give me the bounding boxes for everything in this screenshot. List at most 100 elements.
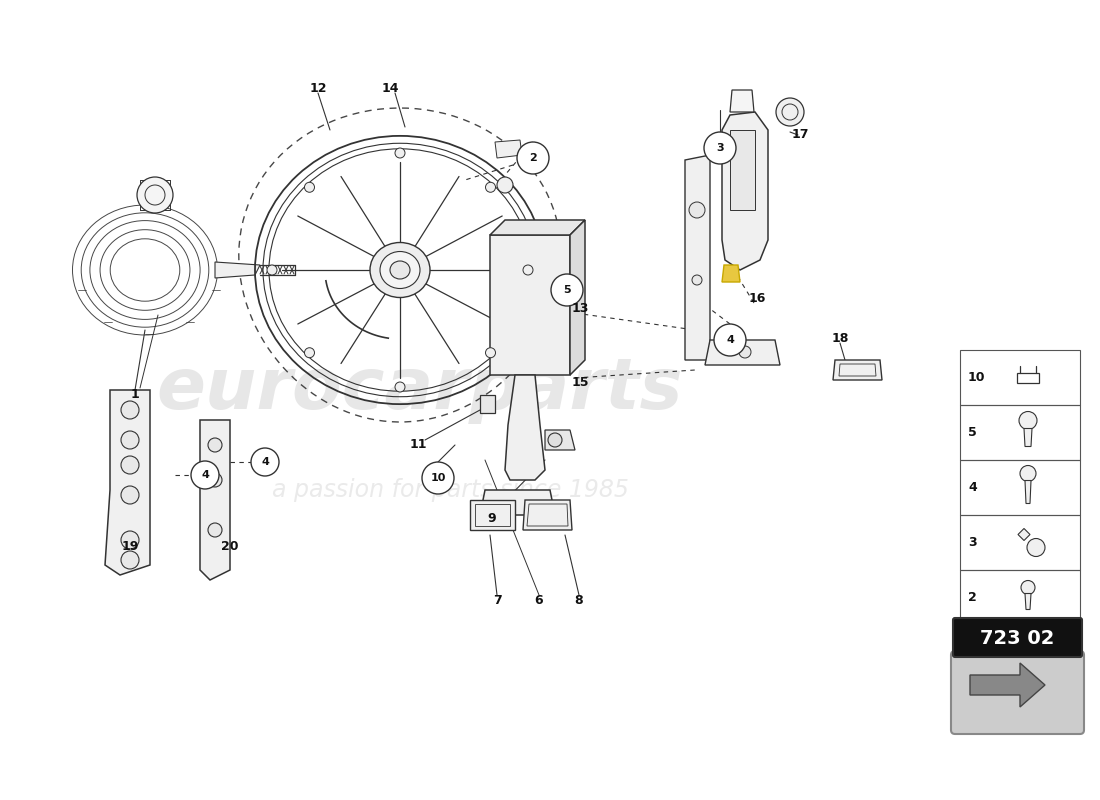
Ellipse shape xyxy=(370,242,430,298)
Circle shape xyxy=(1027,538,1045,557)
Polygon shape xyxy=(200,420,230,580)
Polygon shape xyxy=(490,235,570,375)
Polygon shape xyxy=(1025,594,1031,610)
Polygon shape xyxy=(730,90,754,112)
Polygon shape xyxy=(705,340,780,365)
Circle shape xyxy=(121,531,139,549)
Circle shape xyxy=(692,275,702,285)
Polygon shape xyxy=(722,112,768,270)
Polygon shape xyxy=(480,490,556,515)
Circle shape xyxy=(1021,581,1035,594)
Text: 20: 20 xyxy=(221,541,239,554)
Circle shape xyxy=(208,523,222,537)
Text: 7: 7 xyxy=(493,594,502,606)
Circle shape xyxy=(689,202,705,218)
Circle shape xyxy=(121,456,139,474)
Circle shape xyxy=(714,324,746,356)
Circle shape xyxy=(739,346,751,358)
Text: 1: 1 xyxy=(131,389,140,402)
Text: 8: 8 xyxy=(574,594,583,606)
Circle shape xyxy=(191,461,219,489)
Circle shape xyxy=(522,265,534,275)
Text: 2: 2 xyxy=(968,591,977,604)
Polygon shape xyxy=(570,220,585,375)
Bar xyxy=(960,515,1080,570)
Text: 12: 12 xyxy=(309,82,327,94)
Text: 11: 11 xyxy=(409,438,427,451)
Circle shape xyxy=(138,177,173,213)
Polygon shape xyxy=(1025,481,1031,503)
Text: 9: 9 xyxy=(487,513,496,526)
Polygon shape xyxy=(1024,429,1032,446)
Text: 17: 17 xyxy=(791,129,808,142)
Text: 3: 3 xyxy=(716,143,724,153)
Polygon shape xyxy=(495,140,522,158)
Circle shape xyxy=(208,473,222,487)
Circle shape xyxy=(422,462,454,494)
Polygon shape xyxy=(505,375,544,480)
Text: 14: 14 xyxy=(382,82,398,94)
Text: 13: 13 xyxy=(571,302,588,314)
Circle shape xyxy=(776,98,804,126)
Circle shape xyxy=(497,177,513,193)
Circle shape xyxy=(208,438,222,452)
Polygon shape xyxy=(522,500,572,530)
Circle shape xyxy=(121,401,139,419)
Bar xyxy=(960,350,1080,405)
Bar xyxy=(960,570,1080,625)
Text: 4: 4 xyxy=(261,457,268,467)
Circle shape xyxy=(121,431,139,449)
Text: 10: 10 xyxy=(430,473,446,483)
Text: 5: 5 xyxy=(968,426,977,439)
Polygon shape xyxy=(685,155,710,360)
Circle shape xyxy=(517,142,549,174)
Circle shape xyxy=(121,486,139,504)
Circle shape xyxy=(548,433,562,447)
Text: 5: 5 xyxy=(563,285,571,295)
Text: a passion for parts since 1985: a passion for parts since 1985 xyxy=(272,478,628,502)
Polygon shape xyxy=(722,265,740,282)
FancyBboxPatch shape xyxy=(953,618,1082,657)
Text: 6: 6 xyxy=(535,594,543,606)
Circle shape xyxy=(251,448,279,476)
Circle shape xyxy=(305,348,315,358)
Text: 10: 10 xyxy=(968,371,986,384)
Circle shape xyxy=(121,551,139,569)
Polygon shape xyxy=(833,360,882,380)
Circle shape xyxy=(485,182,495,192)
Text: 3: 3 xyxy=(968,536,977,549)
Circle shape xyxy=(267,265,277,275)
Polygon shape xyxy=(970,663,1045,707)
Circle shape xyxy=(485,348,495,358)
Polygon shape xyxy=(1018,529,1030,541)
Circle shape xyxy=(1019,411,1037,430)
Polygon shape xyxy=(490,220,585,235)
Circle shape xyxy=(395,148,405,158)
Text: 15: 15 xyxy=(571,377,588,390)
Polygon shape xyxy=(214,262,260,278)
Circle shape xyxy=(704,132,736,164)
Polygon shape xyxy=(730,130,755,210)
Polygon shape xyxy=(470,500,515,530)
Text: 16: 16 xyxy=(748,291,766,305)
Circle shape xyxy=(551,274,583,306)
Circle shape xyxy=(1020,466,1036,482)
Text: 4: 4 xyxy=(968,481,977,494)
Polygon shape xyxy=(544,430,575,450)
Ellipse shape xyxy=(379,251,420,289)
FancyBboxPatch shape xyxy=(952,651,1084,734)
Polygon shape xyxy=(480,395,495,413)
Text: 19: 19 xyxy=(121,541,139,554)
Ellipse shape xyxy=(390,261,410,279)
Circle shape xyxy=(395,382,405,392)
Text: 4: 4 xyxy=(201,470,209,480)
Text: 723 02: 723 02 xyxy=(980,629,1054,647)
Bar xyxy=(960,405,1080,460)
Text: eurocarparts: eurocarparts xyxy=(156,355,683,425)
Circle shape xyxy=(305,182,315,192)
Bar xyxy=(960,460,1080,515)
Text: 4: 4 xyxy=(726,335,734,345)
Text: 18: 18 xyxy=(832,331,849,345)
Text: 2: 2 xyxy=(529,153,537,163)
Polygon shape xyxy=(104,390,150,575)
